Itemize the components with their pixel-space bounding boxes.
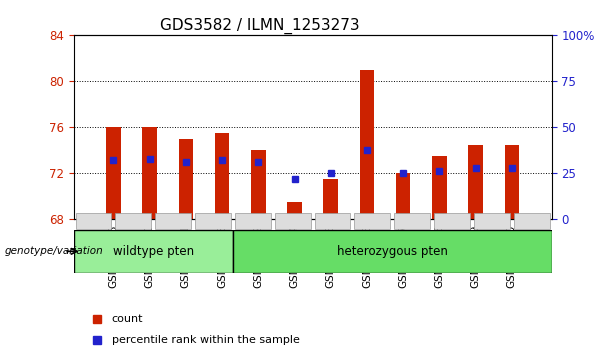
Text: GDS3582 / ILMN_1253273: GDS3582 / ILMN_1253273: [159, 18, 359, 34]
Bar: [215, 133, 229, 219]
FancyBboxPatch shape: [314, 213, 351, 229]
Text: percentile rank within the sample: percentile rank within the sample: [112, 335, 300, 345]
Text: wildtype pten: wildtype pten: [113, 245, 194, 258]
FancyBboxPatch shape: [115, 213, 151, 229]
FancyBboxPatch shape: [275, 213, 311, 229]
Bar: [468, 145, 483, 219]
FancyBboxPatch shape: [235, 213, 271, 229]
Bar: [251, 150, 265, 219]
FancyBboxPatch shape: [434, 213, 470, 229]
FancyBboxPatch shape: [354, 213, 390, 229]
FancyBboxPatch shape: [394, 213, 430, 229]
FancyBboxPatch shape: [474, 213, 510, 229]
Bar: [324, 179, 338, 219]
Bar: [432, 156, 447, 219]
FancyBboxPatch shape: [514, 213, 550, 229]
Bar: [360, 70, 374, 219]
Bar: [287, 202, 302, 219]
FancyBboxPatch shape: [195, 213, 231, 229]
Bar: [142, 127, 157, 219]
FancyBboxPatch shape: [233, 230, 552, 273]
Text: count: count: [112, 314, 143, 324]
Bar: [504, 145, 519, 219]
Bar: [178, 139, 193, 219]
Bar: [396, 173, 411, 219]
FancyBboxPatch shape: [155, 213, 191, 229]
Text: heterozygous pten: heterozygous pten: [337, 245, 447, 258]
FancyBboxPatch shape: [75, 213, 112, 229]
Text: genotype/variation: genotype/variation: [4, 246, 103, 256]
FancyBboxPatch shape: [74, 230, 233, 273]
Bar: [106, 127, 121, 219]
